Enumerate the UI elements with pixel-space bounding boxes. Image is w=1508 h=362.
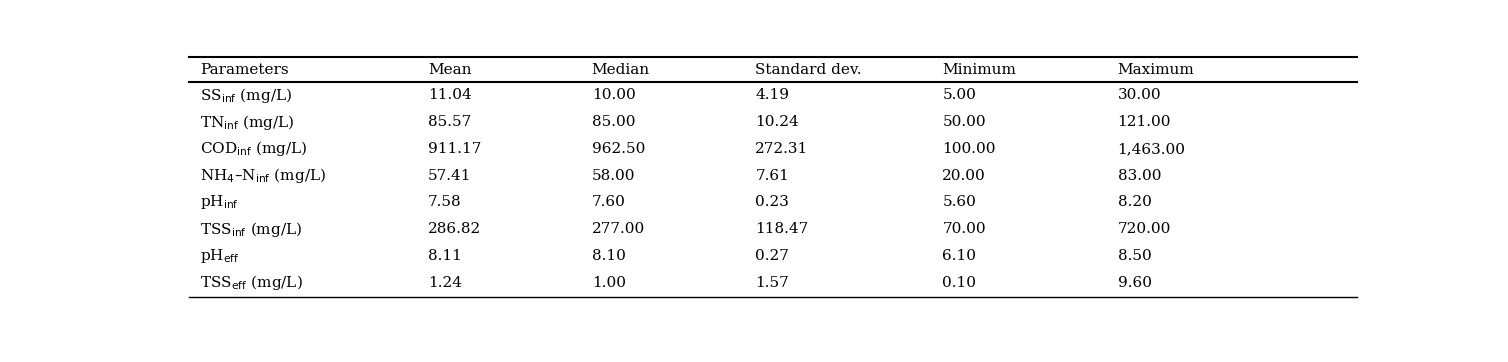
- Text: 1,463.00: 1,463.00: [1117, 142, 1185, 156]
- Text: pH$_\mathrm{inf}$: pH$_\mathrm{inf}$: [201, 193, 240, 211]
- Text: 100.00: 100.00: [942, 142, 995, 156]
- Text: 277.00: 277.00: [591, 222, 645, 236]
- Text: 83.00: 83.00: [1117, 169, 1161, 183]
- Text: 1.00: 1.00: [591, 275, 626, 290]
- Text: Maximum: Maximum: [1117, 63, 1194, 77]
- Text: 286.82: 286.82: [428, 222, 481, 236]
- Text: 10.24: 10.24: [756, 115, 799, 129]
- Text: 8.50: 8.50: [1117, 249, 1152, 263]
- Text: 10.00: 10.00: [591, 88, 635, 102]
- Text: pH$_\mathrm{eff}$: pH$_\mathrm{eff}$: [201, 247, 240, 265]
- Text: 911.17: 911.17: [428, 142, 481, 156]
- Text: NH$_4$–N$_\mathrm{inf}$ (mg/L): NH$_4$–N$_\mathrm{inf}$ (mg/L): [201, 166, 326, 185]
- Text: 70.00: 70.00: [942, 222, 986, 236]
- Text: Parameters: Parameters: [201, 63, 290, 77]
- Text: TN$_\mathrm{inf}$ (mg/L): TN$_\mathrm{inf}$ (mg/L): [201, 113, 296, 132]
- Text: 9.60: 9.60: [1117, 275, 1152, 290]
- Text: 50.00: 50.00: [942, 115, 986, 129]
- Text: 121.00: 121.00: [1117, 115, 1172, 129]
- Text: TSS$_\mathrm{eff}$ (mg/L): TSS$_\mathrm{eff}$ (mg/L): [201, 273, 303, 292]
- Text: 4.19: 4.19: [756, 88, 789, 102]
- Text: 5.00: 5.00: [942, 88, 976, 102]
- Text: 962.50: 962.50: [591, 142, 645, 156]
- Text: 7.58: 7.58: [428, 195, 461, 210]
- Text: 7.60: 7.60: [591, 195, 626, 210]
- Text: 0.23: 0.23: [756, 195, 789, 210]
- Text: Median: Median: [591, 63, 650, 77]
- Text: 85.57: 85.57: [428, 115, 472, 129]
- Text: 20.00: 20.00: [942, 169, 986, 183]
- Text: 30.00: 30.00: [1117, 88, 1161, 102]
- Text: 0.27: 0.27: [756, 249, 789, 263]
- Text: 118.47: 118.47: [756, 222, 808, 236]
- Text: 11.04: 11.04: [428, 88, 472, 102]
- Text: 8.10: 8.10: [591, 249, 626, 263]
- Text: 720.00: 720.00: [1117, 222, 1172, 236]
- Text: 7.61: 7.61: [756, 169, 789, 183]
- Text: 58.00: 58.00: [591, 169, 635, 183]
- Text: 57.41: 57.41: [428, 169, 472, 183]
- Text: Minimum: Minimum: [942, 63, 1016, 77]
- Text: 272.31: 272.31: [756, 142, 808, 156]
- Text: 1.24: 1.24: [428, 275, 461, 290]
- Text: 8.20: 8.20: [1117, 195, 1152, 210]
- Text: 5.60: 5.60: [942, 195, 976, 210]
- Text: 6.10: 6.10: [942, 249, 976, 263]
- Text: Standard dev.: Standard dev.: [756, 63, 861, 77]
- Text: COD$_\mathrm{inf}$ (mg/L): COD$_\mathrm{inf}$ (mg/L): [201, 139, 308, 159]
- Text: 0.10: 0.10: [942, 275, 976, 290]
- Text: Mean: Mean: [428, 63, 472, 77]
- Text: 1.57: 1.57: [756, 275, 789, 290]
- Text: SS$_\mathrm{inf}$ (mg/L): SS$_\mathrm{inf}$ (mg/L): [201, 86, 293, 105]
- Text: 85.00: 85.00: [591, 115, 635, 129]
- Text: TSS$_\mathrm{inf}$ (mg/L): TSS$_\mathrm{inf}$ (mg/L): [201, 220, 303, 239]
- Text: 8.11: 8.11: [428, 249, 461, 263]
